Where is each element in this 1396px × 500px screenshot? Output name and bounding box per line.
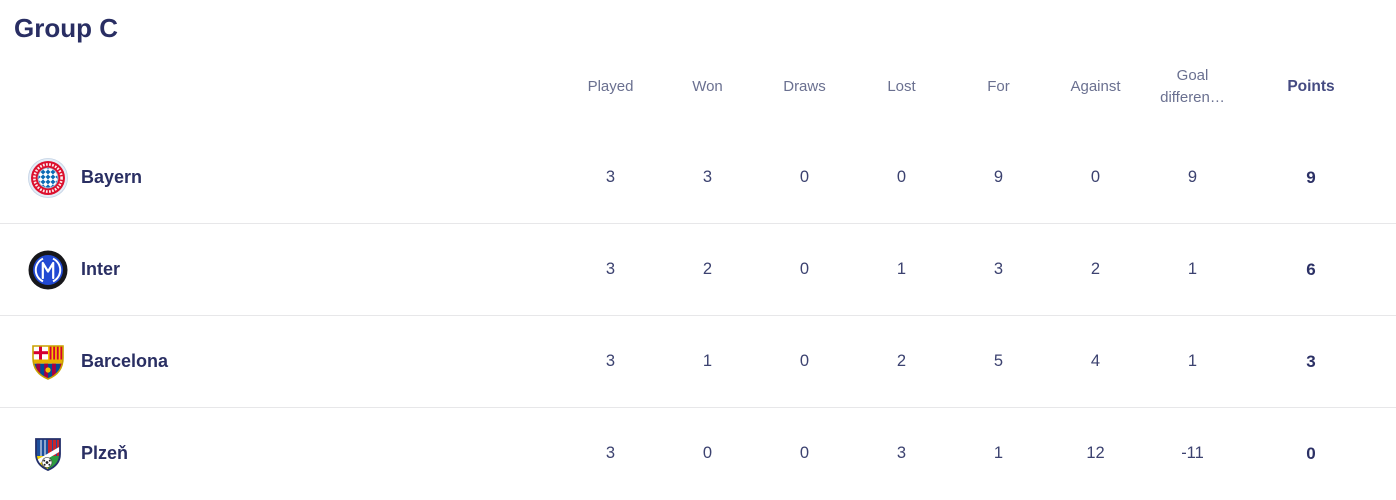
team-cell-barcelona[interactable]: Barcelona bbox=[0, 315, 562, 408]
team-cell-plzen[interactable]: Plzeň bbox=[0, 407, 562, 499]
won-cell: 2 bbox=[659, 223, 756, 316]
col-header-against: Against bbox=[1070, 77, 1121, 95]
draws-cell: 0 bbox=[756, 223, 853, 316]
played-cell: 3 bbox=[562, 315, 659, 408]
goals-for-cell: 1 bbox=[950, 407, 1047, 499]
points-cell: 3 bbox=[1241, 315, 1396, 408]
table-row-barcelona[interactable]: Barcelona 3 1 0 2 5 4 1 3 bbox=[0, 315, 1396, 408]
table-row-inter[interactable]: Inter 3 2 0 1 3 2 1 6 bbox=[0, 223, 1396, 316]
team-cell-bayern[interactable]: Bayern bbox=[0, 132, 562, 224]
lost-cell: 1 bbox=[853, 223, 950, 316]
standings-table: Played Won Draws Lost For Against Goal d… bbox=[0, 42, 1396, 499]
inter-milan-crest-icon bbox=[28, 250, 68, 290]
played-cell: 3 bbox=[562, 223, 659, 316]
points-cell: 9 bbox=[1306, 167, 1316, 187]
team-name: Plzeň bbox=[81, 443, 129, 463]
draws-cell: 0 bbox=[756, 315, 853, 408]
col-header-lost: Lost bbox=[887, 77, 916, 95]
team-name: Inter bbox=[81, 259, 121, 279]
col-header-played: Played bbox=[587, 77, 634, 95]
header-row: Played Won Draws Lost For Against Goal d… bbox=[0, 42, 1396, 132]
goal-difference-cell: -11 bbox=[1144, 407, 1241, 499]
won-cell: 3 bbox=[702, 168, 713, 186]
played-cell: 3 bbox=[562, 407, 659, 499]
lost-cell: 0 bbox=[896, 168, 907, 186]
goals-against-cell: 2 bbox=[1047, 223, 1144, 316]
won-cell: 0 bbox=[659, 407, 756, 499]
col-header-goal-difference: Goal differen… bbox=[1160, 66, 1225, 107]
bayern-munchen-crest-icon bbox=[28, 157, 68, 198]
team-column-header bbox=[0, 42, 562, 132]
table-row-plzen[interactable]: Plzeň 3 0 0 3 1 12 -11 0 bbox=[0, 407, 1396, 499]
col-header-points: Points bbox=[1287, 78, 1335, 96]
draws-cell: 0 bbox=[756, 407, 853, 499]
goals-for-cell: 5 bbox=[950, 315, 1047, 408]
goal-difference-cell: 1 bbox=[1144, 223, 1241, 316]
viktoria-plzen-crest-icon bbox=[28, 434, 68, 474]
team-name: Bayern bbox=[81, 167, 143, 187]
goals-against-cell: 4 bbox=[1047, 315, 1144, 408]
col-header-won: Won bbox=[692, 77, 723, 95]
page-title: Group C bbox=[14, 13, 118, 43]
team-cell-inter[interactable]: Inter bbox=[0, 223, 562, 316]
goals-for-cell: 9 bbox=[993, 168, 1004, 186]
goals-for-cell: 3 bbox=[950, 223, 1047, 316]
fc-barcelona-crest-icon bbox=[28, 342, 68, 382]
points-cell: 0 bbox=[1241, 407, 1396, 499]
points-cell: 6 bbox=[1241, 223, 1396, 316]
lost-cell: 3 bbox=[853, 407, 950, 499]
goals-against-cell: 12 bbox=[1047, 407, 1144, 499]
col-header-draws: Draws bbox=[783, 77, 826, 95]
table-row-bayern[interactable]: Bayern 3 3 0 0 9 0 9 9 bbox=[0, 132, 1396, 224]
played-cell: 3 bbox=[605, 168, 616, 186]
goal-difference-cell: 1 bbox=[1144, 315, 1241, 408]
goal-difference-cell: 9 bbox=[1187, 168, 1198, 186]
draws-cell: 0 bbox=[799, 168, 810, 186]
goals-against-cell: 0 bbox=[1090, 168, 1101, 186]
col-header-for: For bbox=[987, 77, 1010, 95]
won-cell: 1 bbox=[659, 315, 756, 408]
team-name: Barcelona bbox=[81, 351, 169, 371]
lost-cell: 2 bbox=[853, 315, 950, 408]
